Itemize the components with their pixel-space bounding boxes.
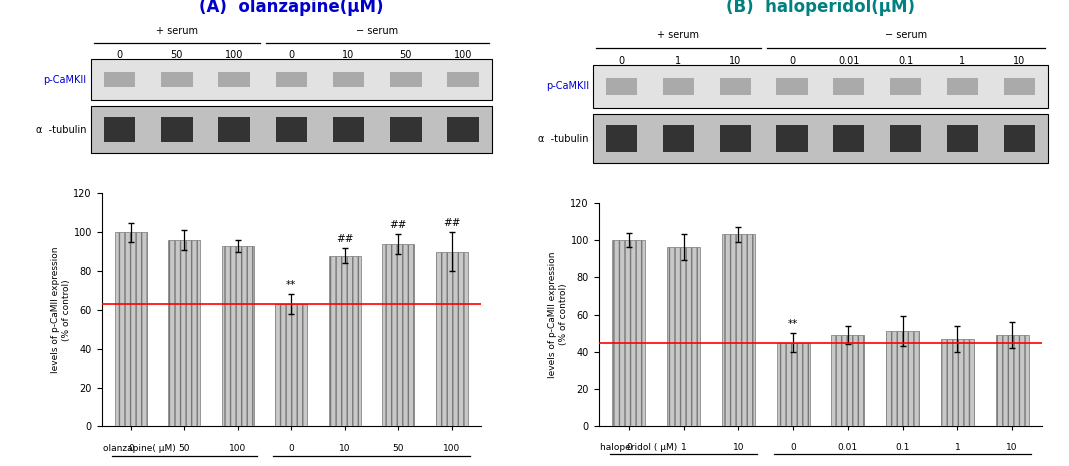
Text: 100: 100 <box>454 50 472 60</box>
Text: 0: 0 <box>289 50 294 60</box>
Bar <box>447 72 479 88</box>
Text: (B)  haloperidol(μM): (B) haloperidol(μM) <box>726 0 915 16</box>
Bar <box>169 240 201 426</box>
Bar <box>833 78 865 95</box>
Bar <box>91 106 492 153</box>
Text: 100: 100 <box>229 444 247 453</box>
Bar <box>722 234 755 426</box>
Bar <box>447 116 479 143</box>
Bar <box>613 240 646 426</box>
Bar <box>104 116 136 143</box>
Text: 100: 100 <box>443 444 461 453</box>
Bar <box>222 246 254 426</box>
Text: ##: ## <box>443 219 461 228</box>
Text: 1: 1 <box>959 56 965 66</box>
Text: 1: 1 <box>676 56 682 66</box>
Text: 0: 0 <box>790 443 796 452</box>
Text: − serum: − serum <box>356 26 399 35</box>
Text: 0: 0 <box>128 444 134 453</box>
Text: 0: 0 <box>619 56 624 66</box>
Bar <box>719 78 750 95</box>
Text: 1: 1 <box>955 443 960 452</box>
Text: 10: 10 <box>732 443 744 452</box>
Bar <box>161 116 192 143</box>
Bar <box>886 331 919 426</box>
Bar <box>276 304 308 426</box>
Bar <box>947 78 978 95</box>
Bar <box>161 72 192 88</box>
Text: 0.01: 0.01 <box>838 443 858 452</box>
Text: − serum: − serum <box>884 30 927 41</box>
Text: 0.01: 0.01 <box>838 56 859 66</box>
Bar <box>667 247 700 426</box>
Text: ##: ## <box>389 220 407 230</box>
Bar <box>776 125 808 152</box>
Text: **: ** <box>788 320 799 329</box>
Bar <box>1004 125 1035 152</box>
Bar <box>606 125 637 152</box>
Bar <box>115 232 148 426</box>
Text: 10: 10 <box>342 50 355 60</box>
Bar <box>941 339 974 426</box>
Text: α  -tubulin: α -tubulin <box>35 124 87 135</box>
Bar <box>947 125 978 152</box>
Bar <box>1004 78 1035 95</box>
Text: 50: 50 <box>171 50 183 60</box>
Text: 0.1: 0.1 <box>898 56 913 66</box>
Bar <box>606 78 637 95</box>
Bar <box>833 125 865 152</box>
Text: 0: 0 <box>289 444 294 453</box>
Bar <box>329 255 360 426</box>
Text: (A)  olanzapine(μM): (A) olanzapine(μM) <box>199 0 384 16</box>
Text: ##: ## <box>336 234 354 244</box>
Bar <box>776 78 808 95</box>
Text: p-CaMKII: p-CaMKII <box>43 75 87 85</box>
Bar <box>332 116 365 143</box>
Text: 50: 50 <box>392 444 404 453</box>
Text: 50: 50 <box>179 444 190 453</box>
Bar <box>777 343 809 426</box>
Text: p-CaMKII: p-CaMKII <box>545 82 589 91</box>
Bar <box>390 116 421 143</box>
Text: 10: 10 <box>1006 443 1018 452</box>
Bar <box>104 72 136 88</box>
Bar <box>832 335 864 426</box>
Bar <box>995 335 1028 426</box>
Text: 50: 50 <box>400 50 412 60</box>
Text: 1: 1 <box>681 443 686 452</box>
Text: 10: 10 <box>339 444 351 453</box>
Text: 100: 100 <box>224 50 244 60</box>
Text: 10: 10 <box>729 56 742 66</box>
Text: 0: 0 <box>789 56 795 66</box>
Text: + serum: + serum <box>657 30 699 41</box>
Text: α  -tubulin: α -tubulin <box>539 134 589 144</box>
Bar <box>890 125 921 152</box>
Bar <box>890 78 921 95</box>
Bar <box>332 72 365 88</box>
Bar <box>436 252 467 426</box>
Bar <box>593 114 1048 164</box>
Text: 0.1: 0.1 <box>896 443 910 452</box>
Bar <box>276 116 307 143</box>
Bar <box>218 72 250 88</box>
Text: 0: 0 <box>117 50 123 60</box>
Text: + serum: + serum <box>156 26 198 35</box>
Y-axis label: levels of p-CaMII expression
(% of control): levels of p-CaMII expression (% of contr… <box>548 251 568 378</box>
Y-axis label: levels of p-CaMII expression
(% of control): levels of p-CaMII expression (% of contr… <box>51 247 71 373</box>
Text: 10: 10 <box>1013 56 1025 66</box>
Text: **: ** <box>286 281 296 290</box>
Bar <box>390 72 421 88</box>
Text: olanzapine( μM): olanzapine( μM) <box>104 444 176 453</box>
Text: haloperidol ( μM): haloperidol ( μM) <box>601 443 678 452</box>
Bar <box>663 125 694 152</box>
Bar <box>719 125 750 152</box>
Text: 0: 0 <box>625 443 632 452</box>
Bar <box>218 116 250 143</box>
Bar <box>383 244 415 426</box>
Bar <box>663 78 694 95</box>
Bar <box>91 59 492 100</box>
Bar <box>593 65 1048 108</box>
Bar <box>276 72 307 88</box>
